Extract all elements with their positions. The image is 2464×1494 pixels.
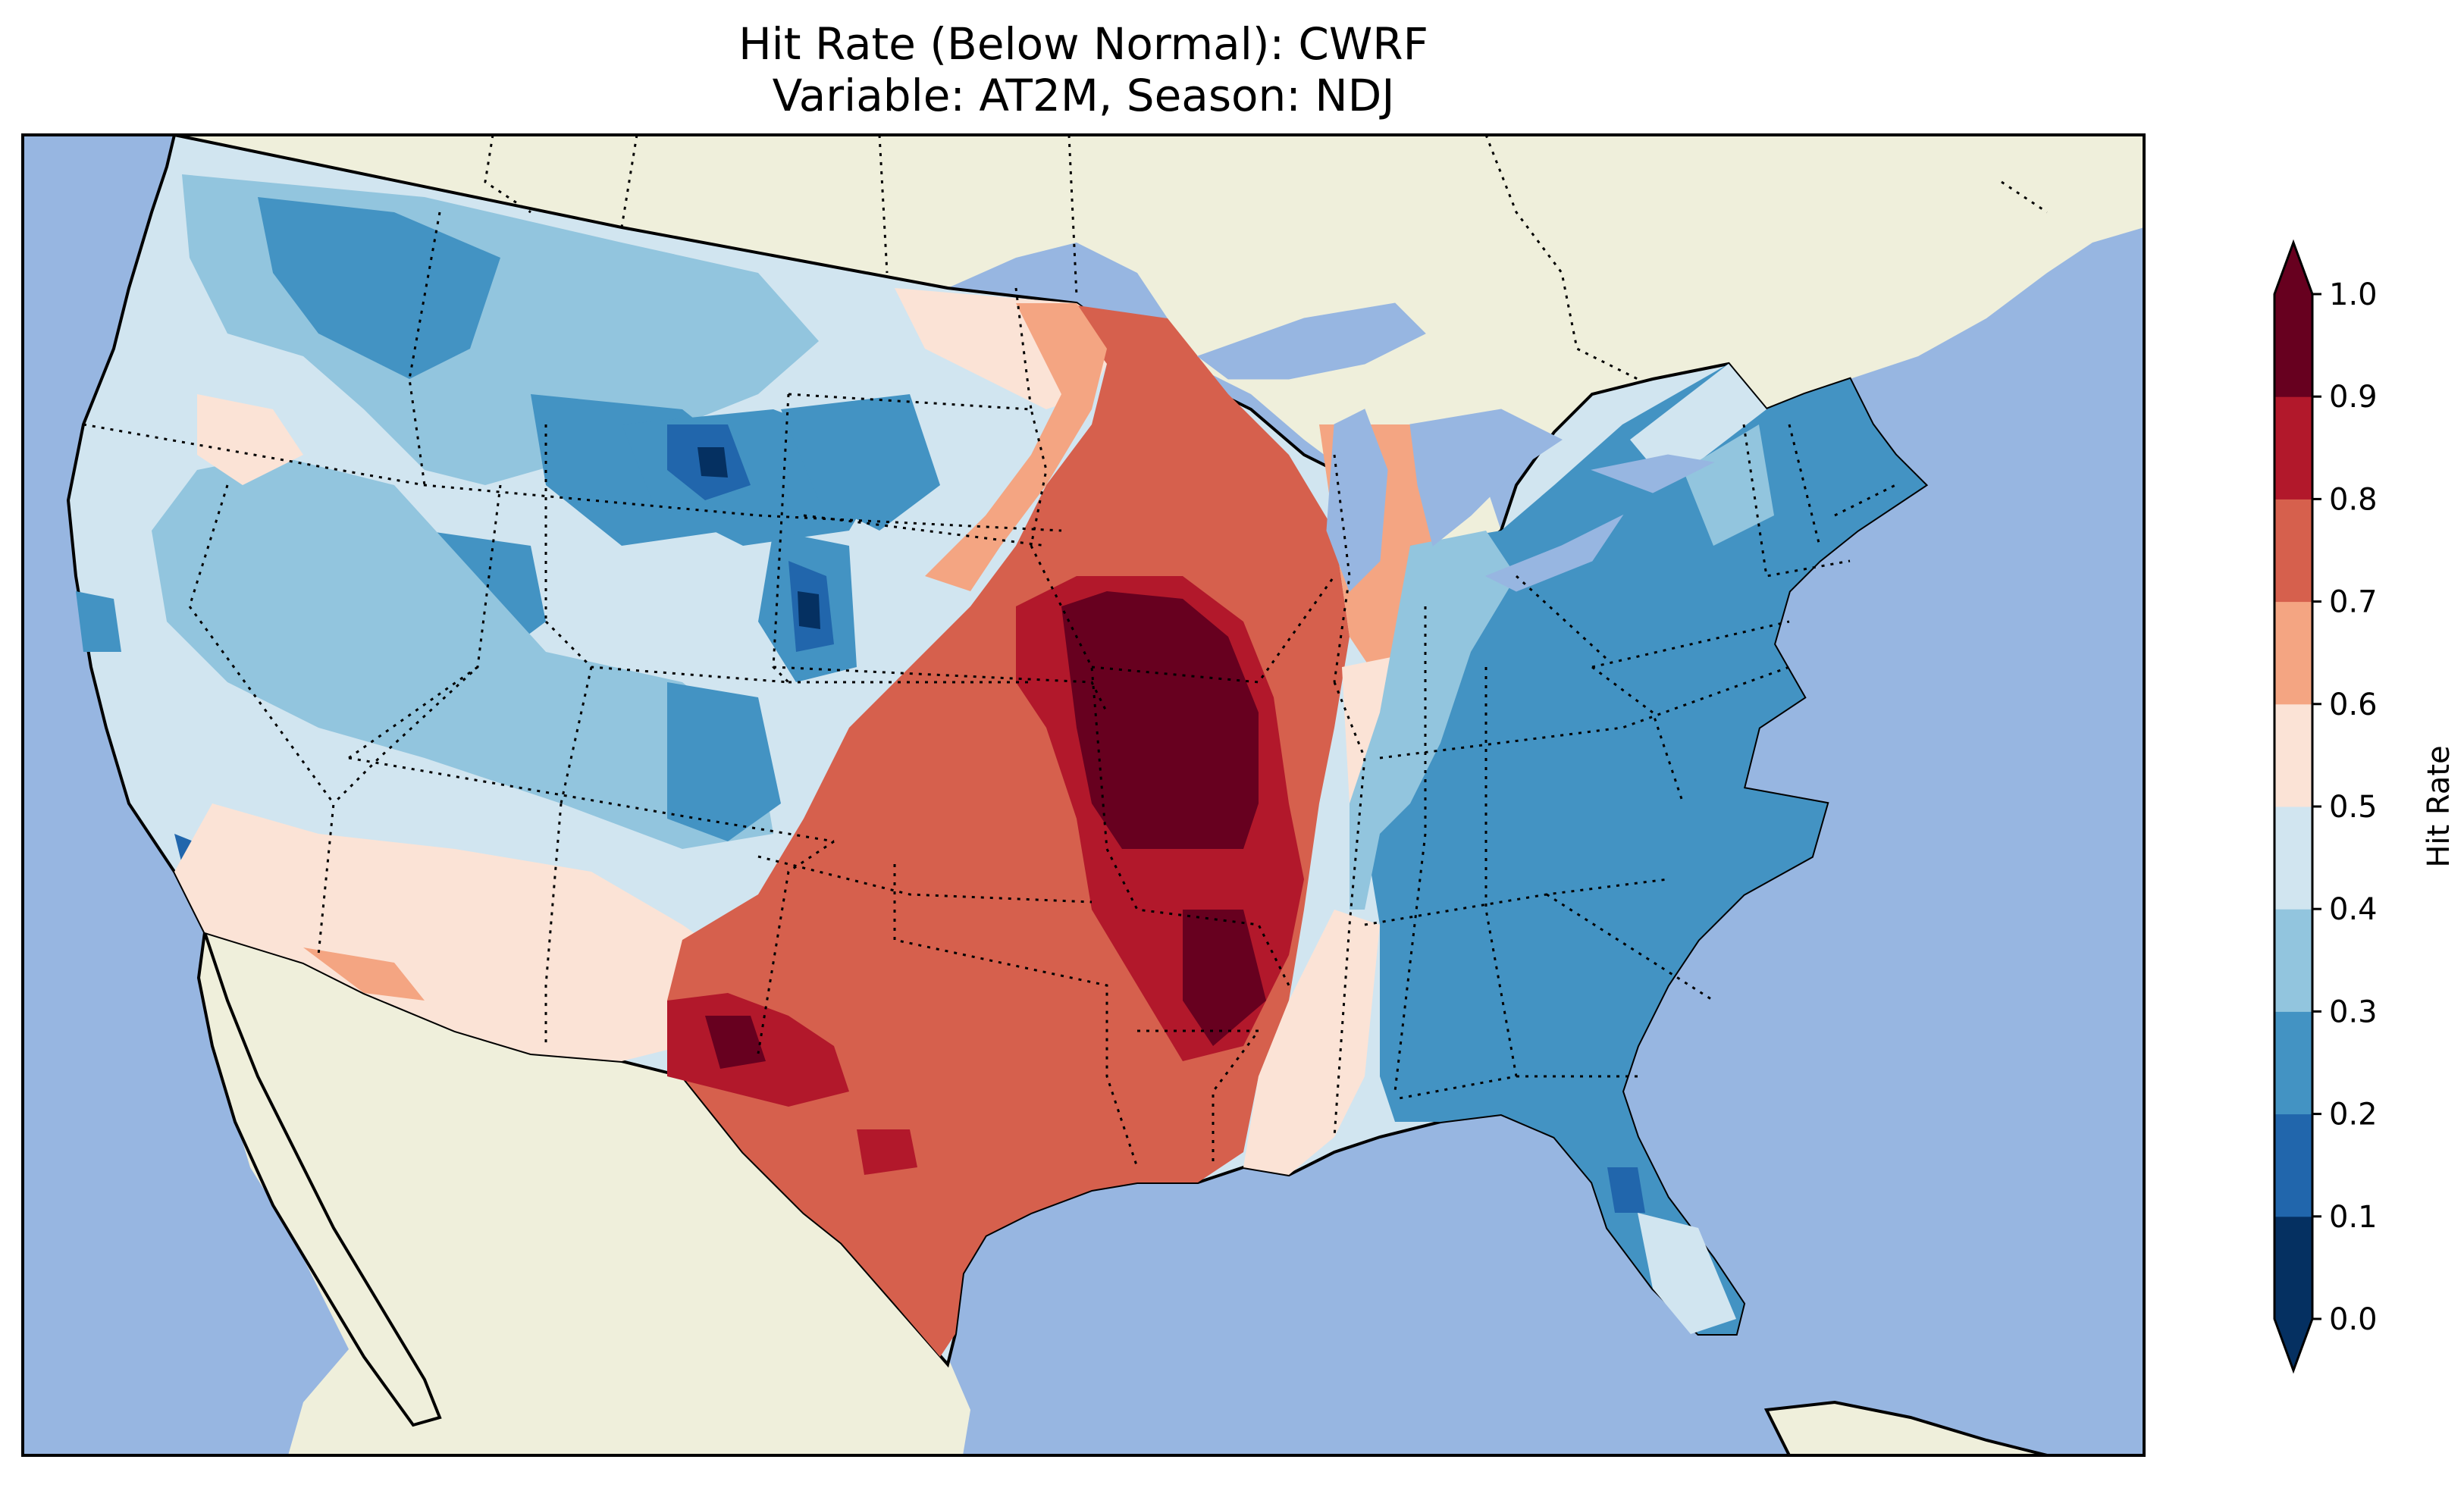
- colorbar-tick-label: 0.2: [2329, 1098, 2378, 1132]
- colorbar-segment: [2274, 396, 2312, 500]
- colorbar-segment: [2274, 499, 2312, 603]
- province-borders: [484, 135, 2048, 381]
- colorbar-extend-bottom: [2274, 1319, 2312, 1370]
- colorbar-tick-label: 0.1: [2329, 1200, 2378, 1235]
- colorbar-tick-label: 0.0: [2329, 1302, 2378, 1337]
- colorbar-segment: [2274, 1216, 2312, 1320]
- colorbar-segment: [2274, 807, 2312, 910]
- colorbar-tick-label: 0.4: [2329, 892, 2378, 927]
- map-border: [21, 133, 2146, 1457]
- colorbar-tick-label: 0.7: [2329, 585, 2378, 620]
- colorbar-extend-top: [2274, 243, 2312, 294]
- state-borders: [83, 211, 1896, 1168]
- map-title-line-1: Hit Rate (Below Normal): CWRF: [738, 18, 1428, 70]
- colorbar-label: Hit Rate: [2422, 745, 2456, 867]
- map-title-line-2: Variable: AT2M, Season: NDJ: [772, 70, 1395, 121]
- colorbar-tick-label: 0.8: [2329, 482, 2378, 517]
- great-lakes: [1196, 302, 1715, 592]
- colorbar-tick-label: 0.9: [2329, 380, 2378, 415]
- cuba-island: [1763, 1400, 2048, 1455]
- mexico-land: [205, 932, 970, 1455]
- baja-peninsula: [196, 932, 442, 1427]
- colorbar-segment: [2274, 1113, 2312, 1217]
- colorbar-segment: [2274, 1011, 2312, 1115]
- colorbar-segment: [2274, 294, 2312, 397]
- colorbar-segment: [2274, 909, 2312, 1012]
- colorbar-segment: [2274, 703, 2312, 807]
- colorbar-tick-label: 0.3: [2329, 994, 2378, 1029]
- colorbar-segment: [2274, 601, 2312, 705]
- canada-land: [174, 135, 2144, 561]
- colorbar-tick-label: 1.0: [2329, 277, 2378, 312]
- colorbar-tick-label: 0.6: [2329, 687, 2378, 722]
- colorbar-tick-label: 0.5: [2329, 790, 2378, 825]
